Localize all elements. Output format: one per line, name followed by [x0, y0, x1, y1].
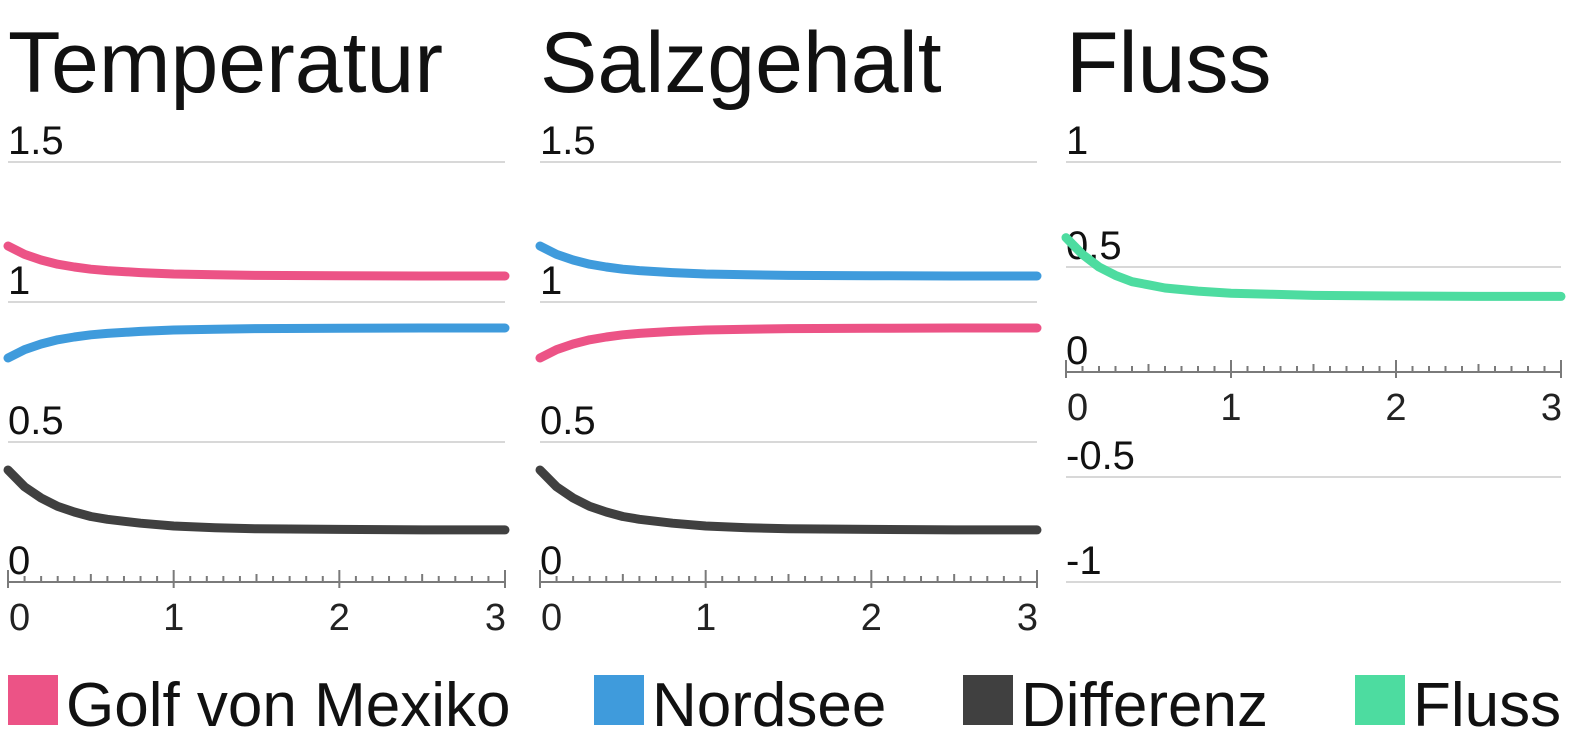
- legend-swatch-nordsee: [594, 675, 644, 725]
- legend-item-golf-von-mexiko: Golf von Mexiko: [8, 671, 511, 740]
- x-tick-label-0: 0: [9, 597, 30, 639]
- x-tick-label-3: 3: [1017, 597, 1038, 639]
- y-tick-label-0: 0: [8, 539, 30, 583]
- y-tick-label-0: 0: [1066, 329, 1088, 373]
- x-tick-label-3: 3: [1541, 387, 1562, 429]
- y-tick-label-1: 1: [8, 259, 30, 303]
- y-tick-label-0-5: 0.5: [540, 399, 596, 443]
- series-line-differenz: [3, 465, 510, 535]
- series-line-differenz: [535, 465, 1042, 535]
- series-line-fluss: [1061, 233, 1566, 301]
- chart-title-salzgehalt: Salzgehalt: [540, 15, 942, 111]
- legend-label-golf-von-mexiko: Golf von Mexiko: [66, 671, 511, 740]
- series-line-golf-von-mexiko: [3, 241, 510, 281]
- chart-title-temperatur: Temperatur: [8, 15, 443, 111]
- x-tick-label-0: 0: [1067, 387, 1088, 429]
- y-tick-label-1-5: 1.5: [540, 119, 596, 163]
- legend-label-differenz: Differenz: [1021, 671, 1268, 740]
- y-tick-label-0-5: -0.5: [1066, 434, 1135, 478]
- x-tick-label-1: 1: [695, 597, 716, 639]
- y-tick-label-1-5: 1.5: [8, 119, 64, 163]
- y-tick-label-0: 0: [540, 539, 562, 583]
- legend-label-nordsee: Nordsee: [652, 671, 886, 740]
- y-tick-label-0-5: 0.5: [8, 399, 64, 443]
- series-line-nordsee: [535, 241, 1042, 281]
- legend-item-differenz: Differenz: [963, 671, 1268, 740]
- x-tick-label-2: 2: [861, 597, 882, 639]
- legend: Golf von Mexiko Nordsee Differenz Fluss: [8, 671, 1561, 740]
- legend-swatch-golf-von-mexiko: [8, 675, 58, 725]
- series-line-golf-von-mexiko: [535, 323, 1042, 363]
- x-tick-label-2: 2: [329, 597, 350, 639]
- panel-salzgehalt: Salzgehalt 0 0.5 1 1.5 0 1 2 3: [535, 15, 1042, 639]
- x-tick-label-1: 1: [163, 597, 184, 639]
- x-tick-label-1: 1: [1220, 387, 1241, 429]
- chart-title-fluss: Fluss: [1066, 15, 1271, 111]
- y-tick-label-1: 1: [1066, 119, 1088, 163]
- legend-swatch-fluss: [1355, 675, 1405, 725]
- x-tick-label-3: 3: [485, 597, 506, 639]
- x-tick-label-0: 0: [541, 597, 562, 639]
- y-tick-label-1: 1: [540, 259, 562, 303]
- x-tick-label-2: 2: [1385, 387, 1406, 429]
- y-tick-label-1: -1: [1066, 539, 1102, 583]
- legend-item-nordsee: Nordsee: [594, 671, 886, 740]
- series-line-nordsee: [3, 323, 510, 363]
- panel-temperatur: Temperatur 0 0.5 1 1.5 0 1 2 3: [3, 15, 510, 639]
- panel-fluss: Fluss-1-0.500.510 1 2 3: [1061, 15, 1566, 583]
- legend-item-fluss: Fluss: [1355, 671, 1561, 740]
- legend-swatch-differenz: [963, 675, 1013, 725]
- legend-label-fluss: Fluss: [1413, 671, 1561, 740]
